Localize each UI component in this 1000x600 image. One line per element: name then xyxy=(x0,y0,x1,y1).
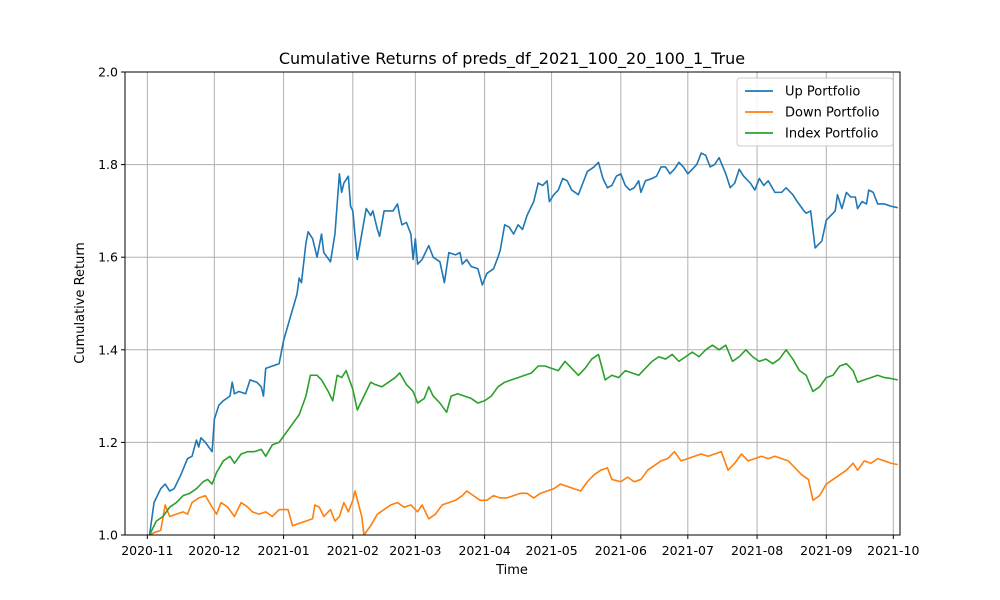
y-tick-label: 1.8 xyxy=(98,157,118,172)
x-tick-label: 2021-01 xyxy=(257,543,309,558)
x-tick-label: 2021-09 xyxy=(800,543,852,558)
x-tick-label: 2021-06 xyxy=(595,543,647,558)
x-tick-label: 2021-03 xyxy=(389,543,441,558)
x-tick-label: 2021-10 xyxy=(867,543,919,558)
legend-label-up-portfolio: Up Portfolio xyxy=(785,85,860,100)
x-tick-label: 2021-02 xyxy=(327,543,379,558)
legend: Up Portfolio Down Portfolio Index Portfoli… xyxy=(736,77,894,147)
x-tick-label: 2020-11 xyxy=(121,543,173,558)
y-tick-label: 1.2 xyxy=(98,435,118,450)
y-tick-label: 1.6 xyxy=(98,250,118,265)
x-tick-label: 2020-12 xyxy=(188,543,240,558)
y-tick-label: 1.0 xyxy=(98,528,118,543)
x-tick-label: 2021-04 xyxy=(458,543,510,558)
legend-label-index-portfolio: Index Portfolio xyxy=(785,127,878,142)
y-tick-label: 1.4 xyxy=(98,342,118,357)
grid xyxy=(125,71,900,536)
axis-ticks: 2020-11 2020-12 2021-01 2021-02 2021-03 2021-… xyxy=(98,65,919,559)
x-tick-label: 2021-08 xyxy=(731,543,783,558)
plot-frame xyxy=(124,71,901,536)
x-axis-label: Time xyxy=(495,563,528,578)
series-lines xyxy=(148,152,898,535)
legend-box xyxy=(736,77,894,147)
x-tick-label: 2021-05 xyxy=(525,543,577,558)
y-axis-label: Cumulative Return xyxy=(73,242,88,363)
series-line-up-portfolio xyxy=(148,152,898,535)
x-tick-label: 2021-07 xyxy=(662,543,714,558)
series-line-index-portfolio xyxy=(148,344,898,535)
series-line-down-portfolio xyxy=(149,450,898,535)
legend-label-down-portfolio: Down Portfolio xyxy=(785,106,879,121)
y-tick-label: 2.0 xyxy=(98,65,118,80)
chart-title: Cumulative Returns of preds_df_2021_100_… xyxy=(279,49,745,69)
